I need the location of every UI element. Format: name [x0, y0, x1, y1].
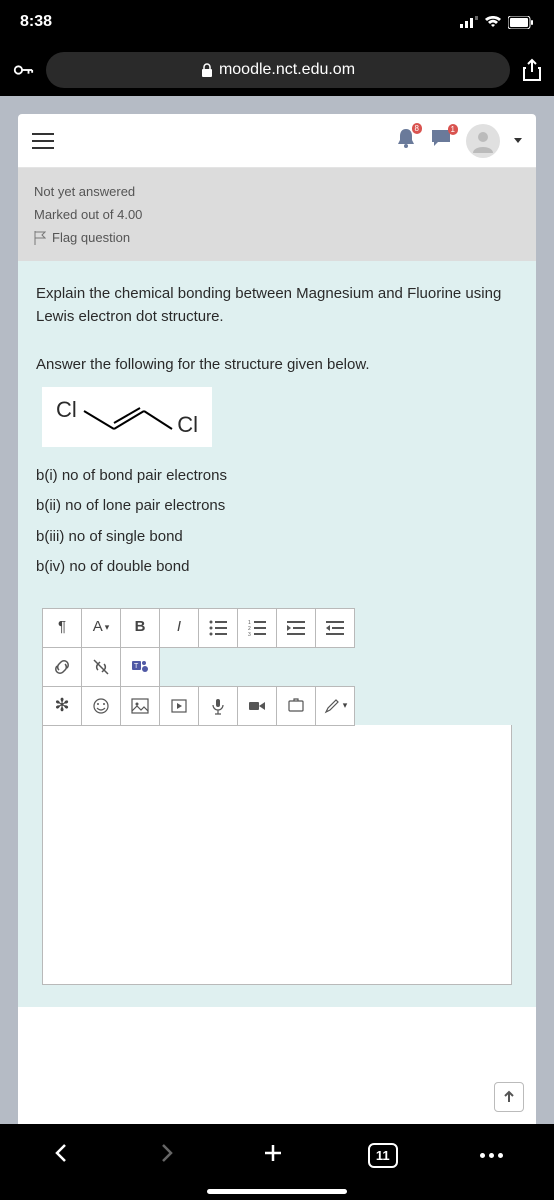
- nav-back[interactable]: [51, 1142, 73, 1169]
- toolbar-ol[interactable]: 123: [237, 608, 277, 648]
- bond-diagram: [80, 401, 174, 437]
- browser-bottom-nav: 11: [0, 1124, 554, 1200]
- sub-question-4: b(iv) no of double bond: [36, 556, 518, 579]
- editor-toolbar-row3: ✻ ▾: [42, 687, 512, 726]
- question-prompt-2: Answer the following for the structure g…: [36, 354, 518, 377]
- page-background: 8 1 Not yet answered Marked out of 4.00 …: [0, 96, 554, 1124]
- messages-button[interactable]: 1: [430, 128, 452, 153]
- url-text: moodle.nct.edu.om: [219, 61, 355, 79]
- nav-menu[interactable]: [480, 1153, 503, 1158]
- toolbar-emoji[interactable]: [81, 686, 121, 726]
- toolbar-italic[interactable]: I: [159, 608, 199, 648]
- flag-question[interactable]: Flag question: [34, 226, 520, 249]
- home-indicator: [207, 1189, 347, 1194]
- toolbar-link[interactable]: [42, 647, 82, 687]
- user-menu-caret[interactable]: [514, 138, 522, 143]
- toolbar-paragraph[interactable]: ¶: [42, 608, 82, 648]
- editor-toolbar: ¶ A▾ B I 123: [42, 609, 512, 648]
- toolbar-font[interactable]: A▾: [81, 608, 121, 648]
- status-indicators: [460, 15, 534, 29]
- share-icon[interactable]: [522, 58, 542, 82]
- key-icon[interactable]: [12, 59, 34, 81]
- phone-status-bar: 8:38: [0, 0, 554, 44]
- chemical-structure: Cl Cl: [42, 387, 212, 447]
- toolbar-special[interactable]: ✻: [42, 686, 82, 726]
- toolbar-indent[interactable]: [315, 608, 355, 648]
- scroll-to-top[interactable]: [494, 1082, 524, 1112]
- user-avatar[interactable]: [466, 124, 500, 158]
- question-prompt-1: Explain the chemical bonding between Mag…: [36, 283, 518, 328]
- person-icon: [471, 129, 495, 153]
- marks-label: Marked out of 4.00: [34, 203, 520, 226]
- question-body: Explain the chemical bonding between Mag…: [18, 261, 536, 1007]
- toolbar-outdent[interactable]: [276, 608, 316, 648]
- structure-label-2: Cl: [177, 408, 198, 441]
- lock-icon: [201, 63, 213, 77]
- structure-label-1: Cl: [56, 393, 77, 426]
- svg-text:T: T: [134, 663, 139, 670]
- toolbar-h5p[interactable]: [276, 686, 316, 726]
- site-topnav: 8 1: [18, 114, 536, 168]
- flag-icon: [34, 231, 46, 245]
- nav-tabs[interactable]: 11: [368, 1143, 398, 1168]
- toolbar-media[interactable]: [159, 686, 199, 726]
- notifications-badge: 8: [412, 123, 422, 134]
- menu-button[interactable]: [32, 133, 54, 149]
- browser-url-bar: moodle.nct.edu.om: [0, 44, 554, 96]
- sub-question-3: b(iii) no of single bond: [36, 526, 518, 549]
- toolbar-video[interactable]: [237, 686, 277, 726]
- toolbar-teams[interactable]: T: [120, 647, 160, 687]
- battery-icon: [508, 16, 534, 29]
- svg-text:3: 3: [248, 632, 251, 637]
- toolbar-image[interactable]: [120, 686, 160, 726]
- status-time: 8:38: [20, 13, 52, 31]
- content-card: 8 1 Not yet answered Marked out of 4.00 …: [18, 114, 536, 1124]
- topnav-right: 8 1: [396, 124, 522, 158]
- question-meta: Not yet answered Marked out of 4.00 Flag…: [18, 168, 536, 261]
- toolbar-brush[interactable]: ▾: [315, 686, 355, 726]
- answer-editor: ¶ A▾ B I 123 T ✻: [36, 609, 518, 985]
- nav-forward[interactable]: [155, 1142, 177, 1169]
- editor-toolbar-row2: T: [42, 648, 512, 687]
- nav-new-tab[interactable]: [260, 1140, 286, 1171]
- arrow-up-icon: [502, 1090, 516, 1104]
- notifications-button[interactable]: 8: [396, 127, 416, 154]
- signal-icon: [460, 16, 478, 28]
- editor-textarea[interactable]: [42, 725, 512, 985]
- toolbar-mic[interactable]: [198, 686, 238, 726]
- url-field[interactable]: moodle.nct.edu.om: [46, 52, 510, 88]
- toolbar-bold[interactable]: B: [120, 608, 160, 648]
- wifi-icon: [484, 15, 502, 29]
- answer-status: Not yet answered: [34, 180, 520, 203]
- flag-label: Flag question: [52, 230, 130, 245]
- sub-question-1: b(i) no of bond pair electrons: [36, 465, 518, 488]
- messages-badge: 1: [448, 124, 458, 135]
- toolbar-unlink[interactable]: [81, 647, 121, 687]
- toolbar-ul[interactable]: [198, 608, 238, 648]
- sub-question-2: b(ii) no of lone pair electrons: [36, 495, 518, 518]
